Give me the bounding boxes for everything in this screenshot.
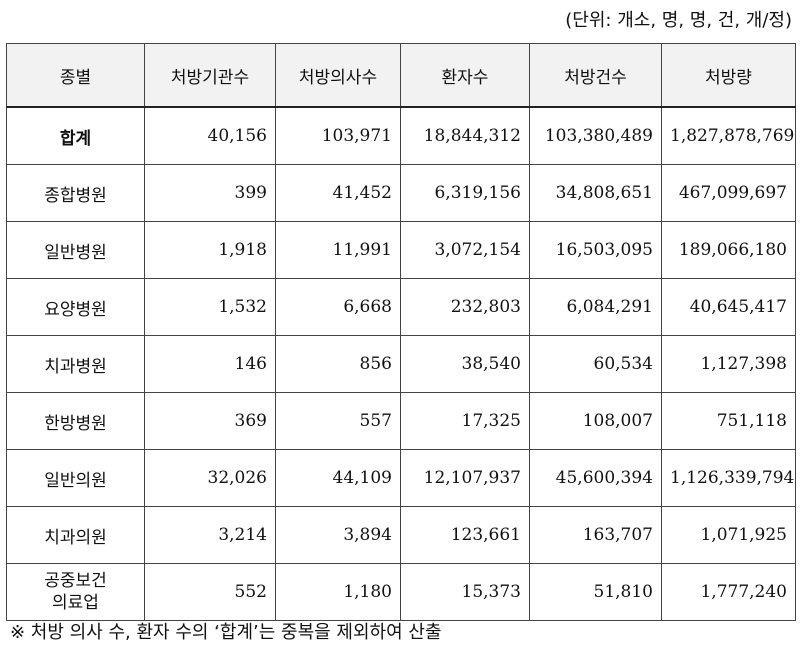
cell-institutions: 399: [144, 164, 276, 222]
cell-quantity: 1,071,925: [661, 506, 796, 564]
cell-prescriptions: 45,600,394: [529, 449, 662, 507]
cell-institutions: 552: [144, 563, 276, 621]
row-name: 요양병원: [6, 278, 145, 336]
cell-doctors: 41,452: [275, 164, 401, 222]
cell-patients: 15,373: [400, 563, 530, 621]
cell-quantity: 40,645,417: [661, 278, 796, 336]
table-row: 공중보건 의료업 552 1,180 15,373 51,810 1,777,2…: [6, 563, 796, 621]
header-prescriptions: 처방건수: [529, 43, 662, 108]
cell-prescriptions: 163,707: [529, 506, 662, 564]
cell-doctors: 1,180: [275, 563, 401, 621]
row-name: 일반의원: [6, 449, 145, 507]
header-category: 종별: [6, 43, 145, 108]
table-row: 요양병원 1,532 6,668 232,803 6,084,291 40,64…: [6, 278, 796, 336]
row-name: 치과의원: [6, 506, 145, 564]
cell-quantity: 1,126,339,794: [661, 449, 796, 507]
table-row-total: 합계 40,156 103,971 18,844,312 103,380,489…: [6, 106, 796, 165]
cell-doctors: 557: [275, 392, 401, 450]
unit-label: (단위: 개소, 명, 명, 건, 개/정): [565, 10, 792, 31]
cell-patients: 12,107,937: [400, 449, 530, 507]
cell-patients: 18,844,312: [400, 106, 530, 165]
cell-quantity: 189,066,180: [661, 221, 796, 279]
cell-quantity: 1,127,398: [661, 335, 796, 393]
cell-institutions: 40,156: [144, 106, 276, 165]
cell-doctors: 6,668: [275, 278, 401, 336]
cell-prescriptions: 51,810: [529, 563, 662, 621]
cell-prescriptions: 108,007: [529, 392, 662, 450]
table-row: 종합병원 399 41,452 6,319,156 34,808,651 467…: [6, 164, 796, 222]
cell-quantity: 467,099,697: [661, 164, 796, 222]
cell-institutions: 146: [144, 335, 276, 393]
header-patients: 환자수: [400, 43, 530, 108]
cell-doctors: 44,109: [275, 449, 401, 507]
cell-prescriptions: 6,084,291: [529, 278, 662, 336]
cell-institutions: 1,918: [144, 221, 276, 279]
prescription-table: 종별 처방기관수 처방의사수 환자수 처방건수 처방량 합계 40,156 10…: [6, 43, 796, 621]
cell-patients: 6,319,156: [400, 164, 530, 222]
table-row: 일반의원 32,026 44,109 12,107,937 45,600,394…: [6, 449, 796, 507]
cell-institutions: 1,532: [144, 278, 276, 336]
cell-prescriptions: 60,534: [529, 335, 662, 393]
cell-patients: 3,072,154: [400, 221, 530, 279]
row-name: 일반병원: [6, 221, 145, 279]
row-name: 한방병원: [6, 392, 145, 450]
header-doctors: 처방의사수: [275, 43, 401, 108]
cell-quantity: 751,118: [661, 392, 796, 450]
header-quantity: 처방량: [661, 43, 796, 108]
row-name: 종합병원: [6, 164, 145, 222]
cell-patients: 123,661: [400, 506, 530, 564]
footnote: ※ 처방 의사 수, 환자 수의 ‘합계’는 중복을 제외하여 산출: [10, 622, 442, 643]
cell-quantity: 1,777,240: [661, 563, 796, 621]
table-row: 한방병원 369 557 17,325 108,007 751,118: [6, 392, 796, 450]
header-institutions: 처방기관수: [144, 43, 276, 108]
cell-quantity: 1,827,878,769: [661, 106, 796, 165]
cell-prescriptions: 34,808,651: [529, 164, 662, 222]
cell-institutions: 3,214: [144, 506, 276, 564]
cell-patients: 38,540: [400, 335, 530, 393]
cell-prescriptions: 103,380,489: [529, 106, 662, 165]
cell-doctors: 11,991: [275, 221, 401, 279]
header-row: 종별 처방기관수 처방의사수 환자수 처방건수 처방량: [6, 43, 796, 108]
cell-doctors: 856: [275, 335, 401, 393]
cell-doctors: 103,971: [275, 106, 401, 165]
cell-doctors: 3,894: [275, 506, 401, 564]
table-row: 일반병원 1,918 11,991 3,072,154 16,503,095 1…: [6, 221, 796, 279]
cell-institutions: 369: [144, 392, 276, 450]
table-row: 치과병원 146 856 38,540 60,534 1,127,398: [6, 335, 796, 393]
cell-patients: 232,803: [400, 278, 530, 336]
cell-patients: 17,325: [400, 392, 530, 450]
table-row: 치과의원 3,214 3,894 123,661 163,707 1,071,9…: [6, 506, 796, 564]
row-name: 치과병원: [6, 335, 145, 393]
cell-institutions: 32,026: [144, 449, 276, 507]
row-name: 공중보건 의료업: [6, 563, 145, 621]
row-name: 합계: [6, 106, 145, 165]
cell-prescriptions: 16,503,095: [529, 221, 662, 279]
